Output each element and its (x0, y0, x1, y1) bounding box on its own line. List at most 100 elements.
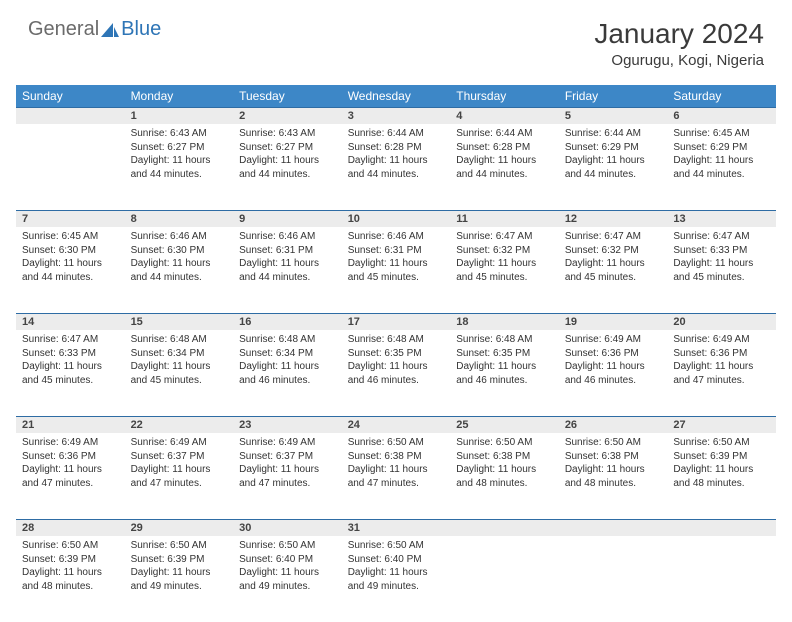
sunset-text: Sunset: 6:30 PM (131, 244, 228, 258)
day-details: Sunrise: 6:47 AMSunset: 6:33 PMDaylight:… (16, 330, 125, 393)
sunset-text: Sunset: 6:40 PM (348, 553, 445, 567)
day-number-row: 21222324252627 (16, 416, 776, 433)
day-cell: Sunrise: 6:48 AMSunset: 6:35 PMDaylight:… (342, 330, 451, 416)
day-number: 30 (233, 519, 342, 536)
daylight-line1: Daylight: 11 hours (456, 257, 553, 271)
day-number: 2 (233, 107, 342, 124)
daylight-line2: and 44 minutes. (348, 168, 445, 182)
day-number-cell: 19 (559, 313, 668, 330)
day-number-cell: 3 (342, 107, 451, 124)
day-details: Sunrise: 6:46 AMSunset: 6:31 PMDaylight:… (233, 227, 342, 290)
sunset-text: Sunset: 6:35 PM (456, 347, 553, 361)
day-number: 31 (342, 519, 451, 536)
day-number-cell: 27 (667, 416, 776, 433)
day-number: 4 (450, 107, 559, 124)
day-cell: Sunrise: 6:49 AMSunset: 6:37 PMDaylight:… (125, 433, 234, 519)
day-number-cell: 18 (450, 313, 559, 330)
day-cell: Sunrise: 6:44 AMSunset: 6:28 PMDaylight:… (342, 124, 451, 210)
sunrise-text: Sunrise: 6:48 AM (456, 333, 553, 347)
day-number-cell: 24 (342, 416, 451, 433)
logo-text-general: General (28, 18, 99, 41)
logo-text-blue: Blue (121, 18, 161, 41)
weekday-header: Wednesday (342, 85, 451, 107)
day-details: Sunrise: 6:50 AMSunset: 6:40 PMDaylight:… (342, 536, 451, 599)
daylight-line2: and 47 minutes. (348, 477, 445, 491)
sunset-text: Sunset: 6:27 PM (239, 141, 336, 155)
day-cell: Sunrise: 6:49 AMSunset: 6:37 PMDaylight:… (233, 433, 342, 519)
day-cell: Sunrise: 6:45 AMSunset: 6:30 PMDaylight:… (16, 227, 125, 313)
sunrise-text: Sunrise: 6:44 AM (565, 127, 662, 141)
daylight-line2: and 45 minutes. (565, 271, 662, 285)
sunset-text: Sunset: 6:40 PM (239, 553, 336, 567)
day-cell: Sunrise: 6:48 AMSunset: 6:34 PMDaylight:… (233, 330, 342, 416)
day-details: Sunrise: 6:45 AMSunset: 6:29 PMDaylight:… (667, 124, 776, 187)
day-content-row: Sunrise: 6:47 AMSunset: 6:33 PMDaylight:… (16, 330, 776, 416)
day-details: Sunrise: 6:50 AMSunset: 6:39 PMDaylight:… (125, 536, 234, 599)
day-details: Sunrise: 6:50 AMSunset: 6:39 PMDaylight:… (667, 433, 776, 496)
day-number-cell (667, 519, 776, 536)
sunrise-text: Sunrise: 6:45 AM (22, 230, 119, 244)
day-number-cell: 20 (667, 313, 776, 330)
weekday-header: Thursday (450, 85, 559, 107)
sunset-text: Sunset: 6:36 PM (565, 347, 662, 361)
sunrise-text: Sunrise: 6:50 AM (673, 436, 770, 450)
daylight-line1: Daylight: 11 hours (131, 566, 228, 580)
sunset-text: Sunset: 6:32 PM (565, 244, 662, 258)
daylight-line1: Daylight: 11 hours (673, 154, 770, 168)
sunrise-text: Sunrise: 6:49 AM (131, 436, 228, 450)
daylight-line1: Daylight: 11 hours (565, 463, 662, 477)
day-details: Sunrise: 6:44 AMSunset: 6:29 PMDaylight:… (559, 124, 668, 187)
sunrise-text: Sunrise: 6:50 AM (131, 539, 228, 553)
day-content-row: Sunrise: 6:49 AMSunset: 6:36 PMDaylight:… (16, 433, 776, 519)
sunset-text: Sunset: 6:39 PM (22, 553, 119, 567)
day-number-cell: 23 (233, 416, 342, 433)
day-number-cell: 30 (233, 519, 342, 536)
day-cell: Sunrise: 6:50 AMSunset: 6:39 PMDaylight:… (16, 536, 125, 622)
day-number-cell: 22 (125, 416, 234, 433)
day-number-cell: 7 (16, 210, 125, 227)
daylight-line1: Daylight: 11 hours (673, 360, 770, 374)
sunset-text: Sunset: 6:35 PM (348, 347, 445, 361)
daylight-line2: and 44 minutes. (565, 168, 662, 182)
day-number: 19 (559, 313, 668, 330)
daylight-line2: and 45 minutes. (22, 374, 119, 388)
day-details: Sunrise: 6:47 AMSunset: 6:33 PMDaylight:… (667, 227, 776, 290)
sunrise-text: Sunrise: 6:50 AM (348, 436, 445, 450)
day-details: Sunrise: 6:44 AMSunset: 6:28 PMDaylight:… (342, 124, 451, 187)
daylight-line1: Daylight: 11 hours (348, 566, 445, 580)
day-number-cell: 17 (342, 313, 451, 330)
day-cell: Sunrise: 6:50 AMSunset: 6:40 PMDaylight:… (342, 536, 451, 622)
daylight-line1: Daylight: 11 hours (131, 257, 228, 271)
day-number-cell: 5 (559, 107, 668, 124)
logo: General Blue (28, 18, 161, 41)
daylight-line1: Daylight: 11 hours (22, 360, 119, 374)
day-number: 17 (342, 313, 451, 330)
day-details: Sunrise: 6:50 AMSunset: 6:38 PMDaylight:… (559, 433, 668, 496)
day-content-row: Sunrise: 6:45 AMSunset: 6:30 PMDaylight:… (16, 227, 776, 313)
daylight-line2: and 44 minutes. (131, 271, 228, 285)
sunrise-text: Sunrise: 6:50 AM (348, 539, 445, 553)
daylight-line1: Daylight: 11 hours (22, 566, 119, 580)
day-number: 20 (667, 313, 776, 330)
day-number-cell: 14 (16, 313, 125, 330)
sunset-text: Sunset: 6:31 PM (239, 244, 336, 258)
day-number-cell: 15 (125, 313, 234, 330)
daylight-line1: Daylight: 11 hours (565, 360, 662, 374)
day-number: 26 (559, 416, 668, 433)
daylight-line2: and 49 minutes. (348, 580, 445, 594)
sunrise-text: Sunrise: 6:43 AM (239, 127, 336, 141)
day-number-cell: 12 (559, 210, 668, 227)
sunset-text: Sunset: 6:34 PM (131, 347, 228, 361)
daylight-line1: Daylight: 11 hours (22, 463, 119, 477)
day-number: 1 (125, 107, 234, 124)
day-number: 23 (233, 416, 342, 433)
day-cell (559, 536, 668, 622)
day-number: 22 (125, 416, 234, 433)
day-number: 27 (667, 416, 776, 433)
day-content-row: Sunrise: 6:50 AMSunset: 6:39 PMDaylight:… (16, 536, 776, 622)
day-cell: Sunrise: 6:43 AMSunset: 6:27 PMDaylight:… (125, 124, 234, 210)
day-number-cell (559, 519, 668, 536)
daylight-line1: Daylight: 11 hours (348, 154, 445, 168)
sunset-text: Sunset: 6:36 PM (22, 450, 119, 464)
day-cell: Sunrise: 6:50 AMSunset: 6:38 PMDaylight:… (450, 433, 559, 519)
